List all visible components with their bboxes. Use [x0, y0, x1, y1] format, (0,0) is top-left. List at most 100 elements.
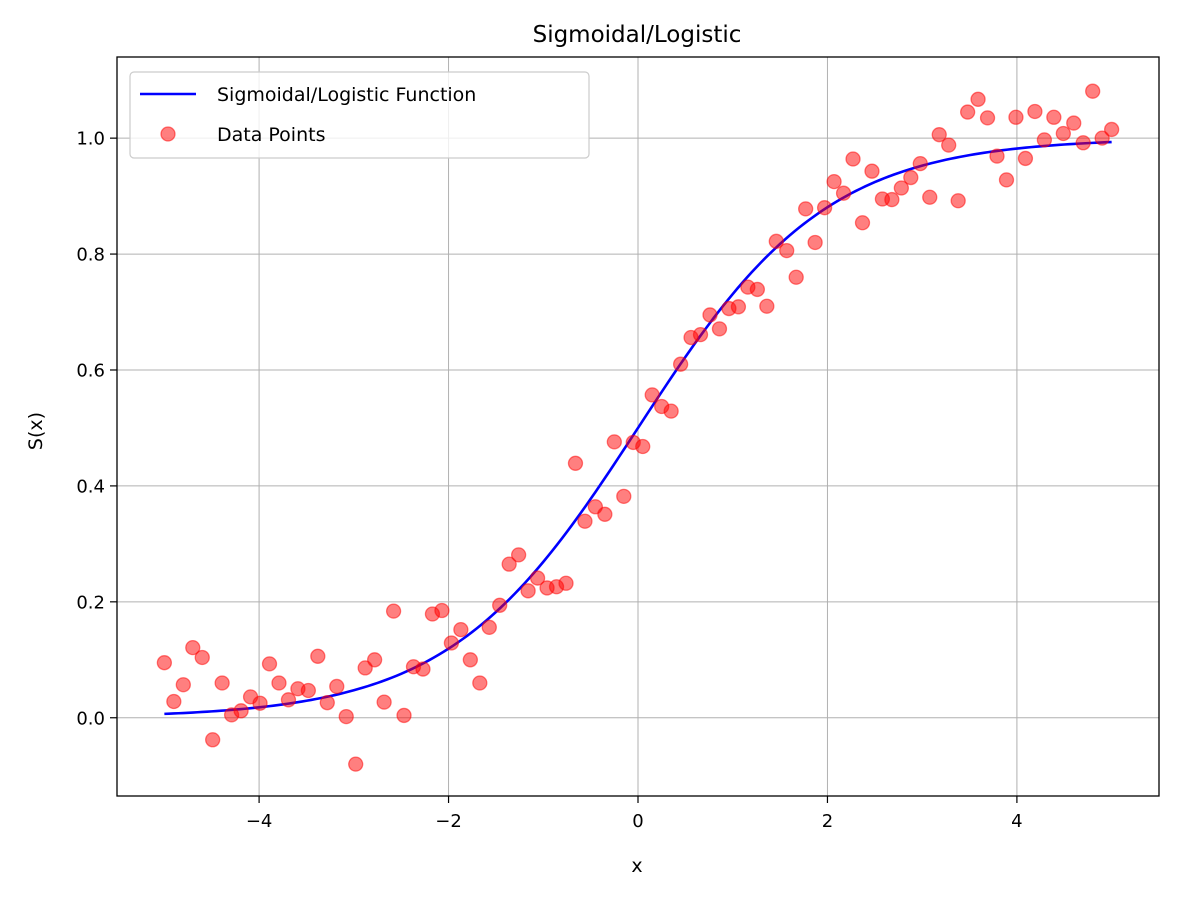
data-point	[1008, 109, 1024, 125]
data-point	[1036, 132, 1053, 148]
data-point	[1085, 83, 1101, 99]
x-tick-label: 2	[822, 811, 833, 832]
data-point	[884, 191, 900, 208]
data-point	[816, 200, 833, 216]
data-point	[348, 756, 364, 772]
data-point	[329, 678, 345, 695]
data-point	[492, 597, 508, 613]
y-tick-label: 0.6	[76, 360, 105, 381]
data-point	[893, 180, 909, 196]
data-point	[280, 692, 297, 708]
x-tick-label: 4	[1011, 811, 1022, 832]
data-point	[156, 655, 173, 671]
data-point	[1094, 130, 1110, 146]
data-point	[520, 583, 536, 599]
data-point	[453, 622, 469, 638]
data-point	[376, 694, 392, 710]
data-point	[194, 649, 210, 666]
data-point	[912, 155, 928, 172]
x-tick-label: −4	[246, 811, 273, 832]
data-point	[443, 635, 460, 651]
data-point	[558, 575, 574, 591]
data-point	[798, 201, 814, 217]
data-point	[663, 403, 679, 419]
data-point	[175, 677, 191, 693]
data-point	[577, 513, 593, 529]
data-point	[214, 675, 230, 691]
data-point	[252, 695, 268, 711]
y-axis-label: S(x)	[25, 412, 47, 450]
y-tick-label: 0.4	[76, 476, 105, 497]
data-point	[779, 242, 795, 259]
data-points	[156, 83, 1120, 772]
data-point	[807, 234, 823, 251]
data-point	[300, 682, 317, 699]
y-tick-label: 1.0	[76, 129, 105, 150]
data-point	[1103, 121, 1120, 138]
data-point	[979, 110, 996, 126]
x-axis-ticks: −4 −2 0 2 4	[246, 796, 1023, 832]
data-point	[768, 233, 784, 249]
data-point	[501, 556, 517, 572]
data-point	[845, 151, 861, 167]
data-point	[1066, 115, 1082, 131]
data-point	[396, 707, 412, 724]
data-point	[826, 173, 842, 190]
data-point	[319, 695, 335, 711]
x-axis-label: x	[631, 855, 642, 877]
data-point	[702, 307, 718, 323]
data-point	[434, 602, 450, 619]
data-point	[367, 652, 383, 668]
data-point	[616, 488, 632, 504]
x-tick-label: −2	[435, 811, 462, 832]
data-point	[998, 172, 1015, 188]
x-tick-label: 0	[632, 811, 643, 832]
y-tick-label: 0.8	[76, 245, 105, 266]
data-point	[989, 148, 1005, 164]
chart-title: Sigmoidal/Logistic	[533, 22, 742, 48]
y-tick-label: 0.2	[76, 592, 105, 613]
data-point	[854, 215, 871, 231]
data-point	[597, 506, 613, 522]
data-point	[903, 169, 919, 186]
data-point	[606, 434, 622, 450]
data-point	[233, 703, 249, 719]
data-point	[1046, 109, 1062, 125]
data-point	[1055, 125, 1071, 142]
data-point	[261, 656, 278, 672]
data-point	[950, 193, 966, 209]
legend-label-function: Sigmoidal/Logistic Function	[217, 84, 476, 106]
data-point	[730, 299, 747, 315]
data-point	[185, 639, 201, 656]
data-point	[567, 455, 584, 471]
data-point	[970, 91, 986, 107]
data-point	[310, 648, 326, 664]
data-point	[510, 547, 527, 563]
data-point	[472, 675, 488, 691]
data-point	[759, 298, 775, 314]
data-point	[385, 603, 402, 619]
data-point	[864, 163, 880, 179]
y-axis-ticks: 0.0 0.2 0.4 0.6 0.8 1.0	[76, 129, 117, 729]
data-point	[415, 661, 431, 677]
data-point	[271, 675, 287, 691]
legend: Sigmoidal/Logistic Function Data Points	[129, 71, 590, 159]
legend-box	[129, 71, 590, 159]
legend-label-points: Data Points	[217, 124, 325, 146]
data-point	[835, 185, 852, 201]
data-point	[941, 137, 957, 153]
data-point	[672, 356, 689, 372]
data-point	[644, 387, 660, 403]
data-point	[166, 693, 182, 710]
data-point	[788, 269, 804, 285]
y-tick-label: 0.0	[76, 708, 105, 729]
data-point	[922, 189, 938, 205]
data-point	[1075, 135, 1091, 151]
data-point	[635, 438, 651, 455]
data-point	[692, 326, 709, 343]
legend-marker-swatch	[160, 126, 176, 142]
data-point	[749, 281, 766, 298]
data-point	[1027, 103, 1043, 120]
data-point	[481, 619, 497, 635]
